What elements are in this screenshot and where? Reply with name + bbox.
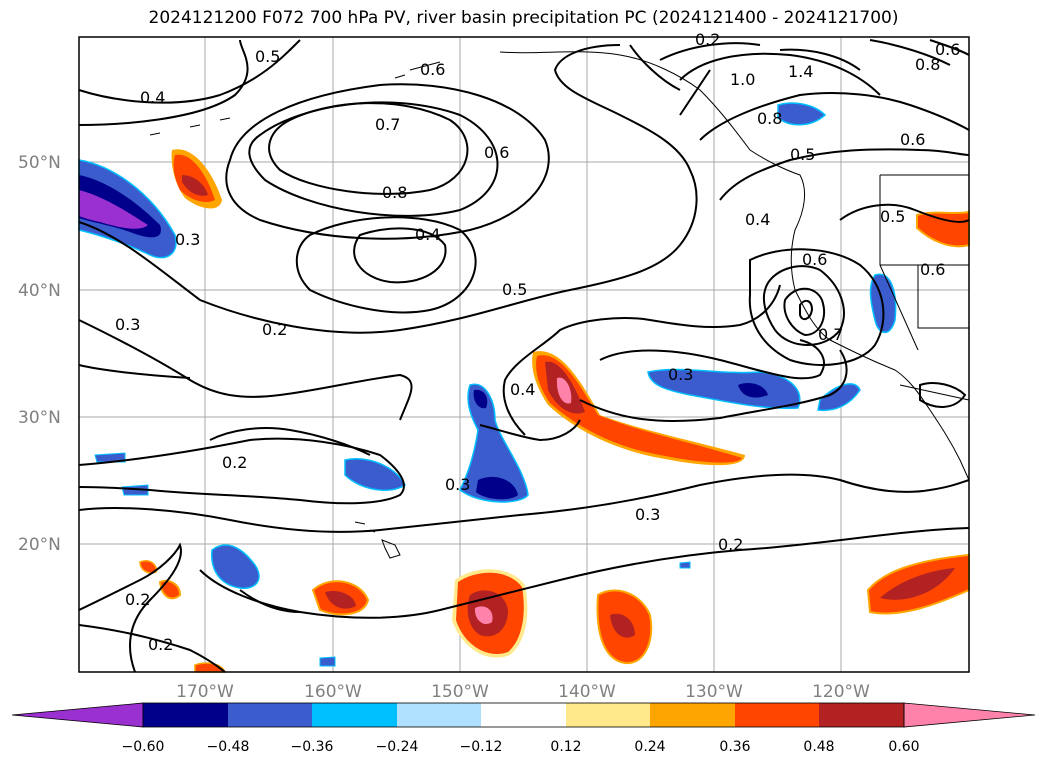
contour-label: 0.4	[415, 225, 440, 244]
contour-label: 1.0	[730, 70, 755, 89]
lon-tick-label: 160°W	[304, 682, 362, 702]
colorbar-tick-label: 0.48	[803, 739, 834, 755]
contour-label: 0.6	[935, 40, 960, 59]
colorbar-tick-label: 0.60	[888, 739, 919, 755]
lon-tick-label: 130°W	[685, 682, 743, 702]
colorbar-segment	[312, 703, 397, 727]
colorbar-tick-label: −0.36	[291, 739, 334, 755]
contour-label: 0.5	[255, 47, 280, 66]
map-title: 2024121200 F072 700 hPa PV, river basin …	[148, 8, 899, 28]
contour-label: 0.6	[900, 130, 925, 149]
colorbar-tick-label: 0.36	[719, 739, 750, 755]
lon-tick-label: 170°W	[176, 682, 234, 702]
colorbar: −0.60 −0.48 −0.36 −0.24 −0.12 0.12 0.24 …	[11, 702, 1036, 755]
contour-label: 0.6	[420, 60, 445, 79]
lat-ticks: 50°N 40°N 30°N 20°N	[18, 153, 61, 555]
contour-label: 0.6	[920, 260, 945, 279]
lon-tick-label: 150°W	[431, 682, 489, 702]
contour-label: 0.8	[915, 55, 940, 74]
colorbar-segment	[397, 703, 481, 727]
contour-label: 0.2	[262, 320, 287, 339]
contour-label: 0.6	[484, 143, 509, 162]
contour-label: 0.8	[382, 183, 407, 202]
contour-label: 0.5	[790, 145, 815, 164]
colorbar-tick-label: −0.24	[376, 739, 419, 755]
contour-label: 0.7	[818, 325, 843, 344]
contour-label: 0.3	[445, 475, 470, 494]
map-plot-area	[79, 37, 969, 672]
contour-label: 0.3	[175, 230, 200, 249]
lon-ticks: 170°W 160°W 150°W 140°W 130°W 120°W	[176, 682, 870, 702]
colorbar-segment	[566, 703, 650, 727]
colorbar-segment	[143, 703, 228, 727]
contour-label: 0.7	[375, 115, 400, 134]
contour-label: 0.3	[635, 505, 660, 524]
colorbar-segment	[735, 703, 819, 727]
lat-tick-label: 40°N	[18, 281, 61, 301]
contour-label: 0.4	[745, 210, 770, 229]
colorbar-segment	[228, 703, 312, 727]
lat-tick-label: 50°N	[18, 153, 61, 173]
contour-label: 0.2	[125, 590, 150, 609]
contour-label: 0.8	[757, 109, 782, 128]
colorbar-tick-label: −0.60	[122, 739, 165, 755]
contour-label: 0.5	[880, 207, 905, 226]
contour-label: 0.2	[222, 453, 247, 472]
contour-label: 0.2	[148, 635, 173, 654]
contour-label: 0.2	[718, 535, 743, 554]
contour-label: 0.5	[502, 280, 527, 299]
colorbar-tick-label: 0.24	[634, 739, 665, 755]
contour-label: 0.6	[802, 250, 827, 269]
contour-label: 0.3	[668, 365, 693, 384]
contour-label: 0.4	[140, 88, 165, 107]
colorbar-extend-left	[11, 702, 144, 728]
contour-labels: 0.5 0.6 0.4 0.7 0.6 0.8 0.4 0.3 0.2 0.5 …	[115, 30, 960, 654]
colorbar-tick-label: −0.12	[460, 739, 503, 755]
gridlines	[79, 37, 969, 672]
colorbar-segment	[481, 703, 566, 727]
contour-label: 1.4	[788, 62, 813, 81]
pv-contours	[78, 39, 970, 673]
colorbar-tick-label: 0.12	[550, 739, 581, 755]
colorbar-segment	[650, 703, 735, 727]
contour-label: 0.4	[510, 380, 535, 399]
colorbar-segment	[819, 703, 904, 727]
lon-tick-label: 120°W	[812, 682, 870, 702]
map-border	[78, 36, 970, 673]
lat-tick-label: 20°N	[18, 535, 61, 555]
contour-label: 0.3	[115, 315, 140, 334]
lat-tick-label: 30°N	[18, 408, 61, 428]
lon-tick-label: 140°W	[558, 682, 616, 702]
contour-label: 0.2	[695, 30, 720, 49]
coastlines	[149, 51, 970, 559]
colorbar-tick-label: −0.48	[207, 739, 250, 755]
colorbar-extend-right	[903, 702, 1036, 728]
